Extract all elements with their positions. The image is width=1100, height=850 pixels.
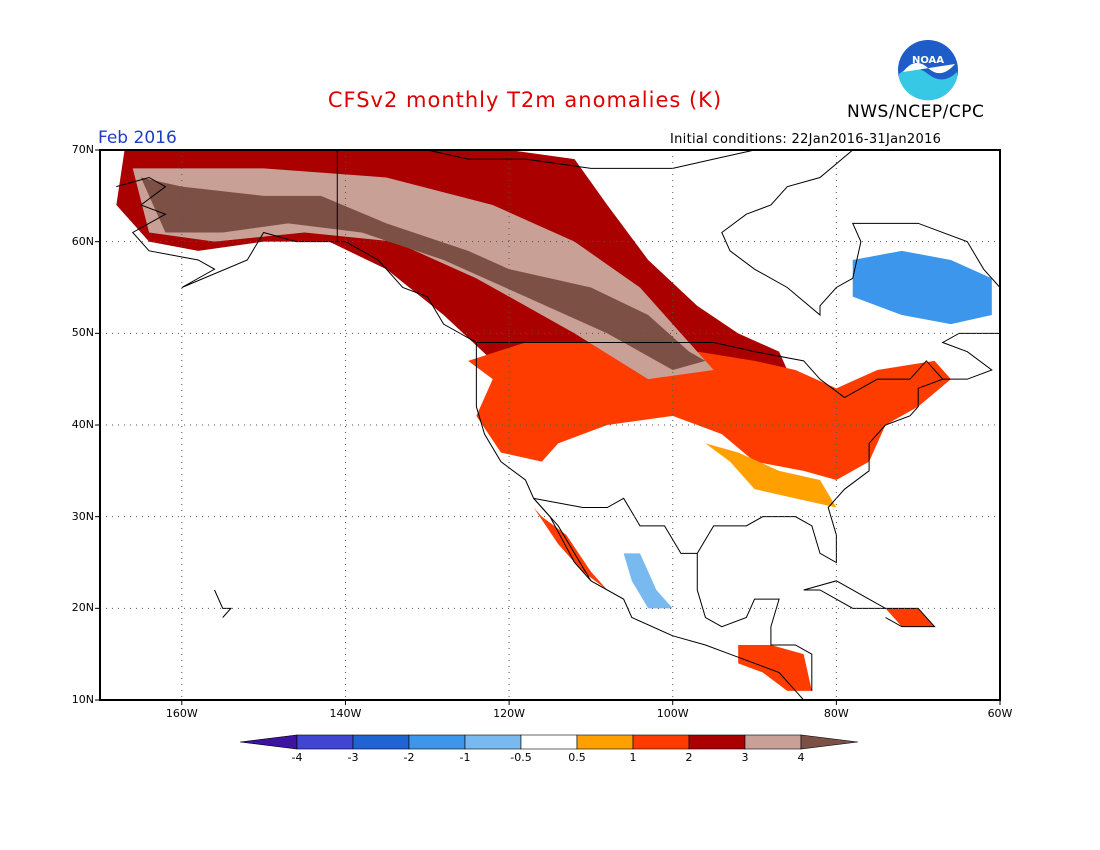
coastline-9: [476, 342, 944, 399]
anomaly-region-7: [738, 645, 812, 691]
noaa-logo: NOAA: [898, 40, 958, 101]
colorbar-label: 4: [797, 751, 805, 764]
valid-month-label: Feb 2016: [98, 128, 177, 148]
anomaly-region-2: [468, 342, 951, 480]
anomaly-region-4: [852, 250, 992, 325]
lat-label: 10N: [71, 693, 94, 706]
colorbar-swatch: [352, 734, 410, 750]
noaa-logo-text: NOAA: [912, 55, 944, 66]
colorbar-swatch: [744, 734, 802, 750]
colorbar-label: 2: [685, 751, 693, 764]
lon-label: 60W: [987, 707, 1013, 720]
colorbar-swatch: [520, 734, 578, 750]
anomaly-region-3: [705, 443, 837, 508]
lon-label: 140W: [329, 707, 362, 720]
colorbar-swatch: [464, 734, 522, 750]
colorbar-swatch: [688, 734, 746, 750]
lat-label: 30N: [71, 509, 94, 523]
colorbar-arrow-right: [800, 734, 859, 750]
lon-label: 80W: [823, 707, 849, 720]
colorbar-label: -2: [403, 751, 415, 764]
lat-label: 50N: [71, 326, 94, 340]
colorbar-label: 0.5: [568, 751, 586, 764]
coastline-2: [696, 553, 813, 691]
colorbar-label: -4: [291, 751, 303, 764]
lon-label: 100W: [656, 707, 689, 720]
colorbar-label: -0.5: [510, 751, 532, 764]
producer-label: NWS/NCEP/CPC: [847, 102, 985, 122]
lat-label: 40N: [71, 418, 94, 431]
coastline-1: [533, 498, 592, 582]
colorbar-swatch: [408, 734, 466, 750]
colorbar-swatch: [576, 734, 634, 750]
colorbar-label: -1: [459, 751, 471, 764]
lat-label: 20N: [71, 601, 94, 615]
colorbar-swatch: [632, 734, 690, 750]
lon-label: 160W: [165, 707, 198, 720]
coastline-10: [533, 497, 698, 554]
coastline-4: [721, 150, 1000, 317]
anomaly-region-0: [140, 177, 706, 370]
colorbar-label: -3: [347, 751, 359, 764]
coastline-5: [345, 150, 755, 169]
lat-label: 60N: [71, 234, 94, 248]
anomaly-region-5: [623, 553, 673, 609]
colorbar-label: 1: [629, 751, 637, 764]
chart-title: CFSv2 monthly T2m anomalies (K): [327, 88, 723, 112]
colorbar-label: 3: [741, 751, 749, 764]
lat-label: 70N: [71, 143, 94, 156]
anomaly-region-6: [533, 507, 608, 590]
colorbar-arrow-left: [239, 734, 298, 750]
colorbar-swatch: [296, 734, 354, 750]
initial-conditions-label: Initial conditions: 22Jan2016-31Jan2016: [670, 132, 942, 147]
lon-label: 120W: [493, 707, 526, 720]
coastline-7: [885, 607, 936, 628]
